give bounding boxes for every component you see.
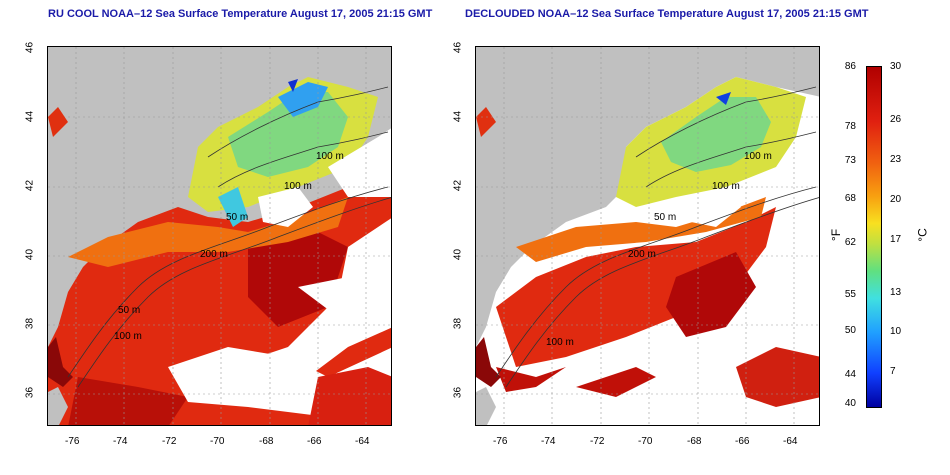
colorbar-f-tick: 68 bbox=[844, 193, 856, 204]
celsius-unit-label: °C bbox=[915, 228, 930, 242]
colorbar-f-tick: 50 bbox=[844, 325, 856, 336]
x-tick: -72 bbox=[590, 436, 605, 447]
colorbar-f-tick: 55 bbox=[844, 289, 856, 300]
colorbar-c-tick: 10 bbox=[890, 326, 902, 337]
y-tick: 44 bbox=[452, 110, 464, 123]
contour-label: 50 m bbox=[118, 305, 141, 316]
contour-label: 200 m bbox=[200, 249, 228, 260]
x-tick: -70 bbox=[638, 436, 653, 447]
y-tick: 36 bbox=[24, 386, 36, 399]
contour-label: 100 m bbox=[316, 151, 344, 162]
fahrenheit-unit-label: °F bbox=[829, 228, 844, 242]
left-sst-map: 100 m 100 m 50 m 200 m 50 m 100 m bbox=[47, 46, 392, 426]
colorbar-f-tick: 44 bbox=[844, 369, 856, 380]
y-tick: 46 bbox=[452, 41, 464, 54]
y-tick: 44 bbox=[24, 110, 36, 123]
colorbar-c-tick: 23 bbox=[890, 154, 902, 165]
contour-label: 200 m bbox=[628, 249, 656, 260]
colorbar-f-tick: 86 bbox=[844, 61, 856, 72]
contour-label: 100 m bbox=[114, 331, 142, 342]
x-tick: -70 bbox=[210, 436, 225, 447]
x-tick: -76 bbox=[493, 436, 508, 447]
colorbar-f-tick: 73 bbox=[844, 155, 856, 166]
contour-label: 50 m bbox=[654, 212, 677, 223]
contour-label: 100 m bbox=[744, 151, 772, 162]
x-tick: -66 bbox=[307, 436, 322, 447]
right-sst-map: 100 m 100 m 50 m 200 m 100 m bbox=[475, 46, 820, 426]
x-tick: -74 bbox=[113, 436, 128, 447]
y-tick: 38 bbox=[452, 317, 464, 330]
y-tick: 46 bbox=[24, 41, 36, 54]
right-panel-title: DECLOUDED NOAA–12 Sea Surface Temperatur… bbox=[465, 8, 869, 20]
left-panel-title: RU COOL NOAA–12 Sea Surface Temperature … bbox=[48, 8, 433, 20]
x-tick: -64 bbox=[355, 436, 370, 447]
y-tick: 40 bbox=[452, 248, 464, 261]
y-tick: 40 bbox=[24, 248, 36, 261]
colorbar-f-tick: 78 bbox=[844, 121, 856, 132]
y-tick: 42 bbox=[24, 179, 36, 192]
y-tick: 42 bbox=[452, 179, 464, 192]
colorbar-f-tick: 40 bbox=[844, 398, 856, 409]
colorbar-c-tick: 26 bbox=[890, 114, 902, 125]
y-tick: 36 bbox=[452, 386, 464, 399]
x-tick: -72 bbox=[162, 436, 177, 447]
colorbar-c-tick: 17 bbox=[890, 234, 902, 245]
contour-label: 100 m bbox=[712, 181, 740, 192]
y-tick: 38 bbox=[24, 317, 36, 330]
colorbar-c-tick: 30 bbox=[890, 61, 902, 72]
x-tick: -66 bbox=[735, 436, 750, 447]
contour-label: 100 m bbox=[546, 337, 574, 348]
colorbar-c-tick: 7 bbox=[890, 366, 896, 377]
contour-label: 50 m bbox=[226, 212, 249, 223]
x-tick: -68 bbox=[687, 436, 702, 447]
x-tick: -74 bbox=[541, 436, 556, 447]
colorbar-c-tick: 13 bbox=[890, 287, 902, 298]
temperature-colorbar bbox=[866, 66, 882, 408]
colorbar-f-tick: 62 bbox=[844, 237, 856, 248]
contour-label: 100 m bbox=[284, 181, 312, 192]
x-tick: -76 bbox=[65, 436, 80, 447]
x-tick: -64 bbox=[783, 436, 798, 447]
colorbar-c-tick: 20 bbox=[890, 194, 902, 205]
x-tick: -68 bbox=[259, 436, 274, 447]
